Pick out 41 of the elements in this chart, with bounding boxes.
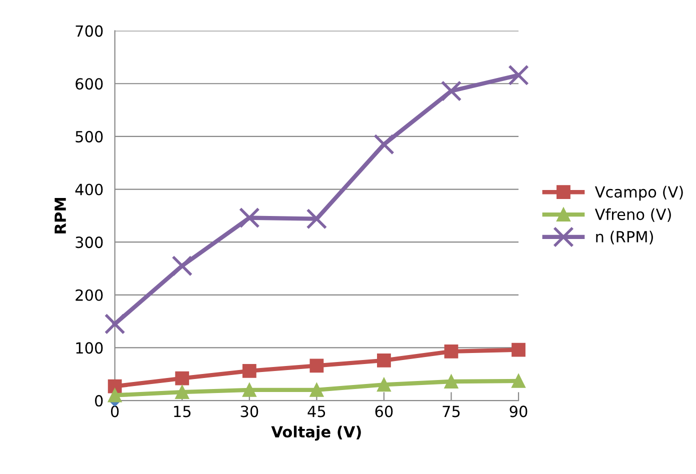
point: [306, 208, 328, 230]
point: [108, 388, 122, 402]
x-tick-label: 75: [442, 406, 460, 418]
y-tick-label: 700: [76, 25, 103, 37]
y-tick-label: 200: [76, 289, 103, 301]
y-tick-label: 100: [76, 342, 103, 354]
point: [172, 255, 193, 276]
point: [377, 378, 391, 392]
point: [104, 314, 126, 334]
x-tick-label: 15: [174, 406, 191, 418]
point: [238, 207, 260, 228]
point: [242, 364, 256, 378]
x-tick-label: 30: [240, 406, 258, 418]
legend-label: n (RPM): [596, 230, 653, 244]
point: [310, 358, 324, 373]
x-tick-label: 0: [110, 406, 119, 418]
point: [310, 383, 324, 397]
point: [175, 385, 190, 400]
legend-label: Vcampo (V): [594, 186, 683, 201]
point: [242, 383, 256, 397]
point: [444, 344, 458, 358]
y-tick-label: 0: [95, 394, 103, 407]
y-tick-label: 600: [76, 78, 103, 90]
x-tick-label: 90: [510, 406, 528, 418]
legend-label: Vfreno (V): [594, 208, 671, 222]
point: [175, 371, 190, 386]
y-tick-label: 300: [76, 236, 103, 248]
y-tick-label: 400: [75, 184, 103, 196]
point: [377, 353, 391, 368]
point: [508, 64, 529, 86]
y-axis-title: RPM: [54, 198, 66, 234]
point: [108, 379, 122, 394]
point: [512, 342, 526, 357]
point: [374, 134, 394, 155]
point: [444, 374, 458, 388]
point: [512, 374, 526, 388]
point: [440, 80, 462, 102]
x-tick-label: 45: [308, 406, 326, 418]
x-axis-title: Voltaje (V): [271, 426, 361, 441]
y-tick-label: 500: [76, 130, 103, 142]
x-tick-label: 60: [375, 406, 393, 418]
